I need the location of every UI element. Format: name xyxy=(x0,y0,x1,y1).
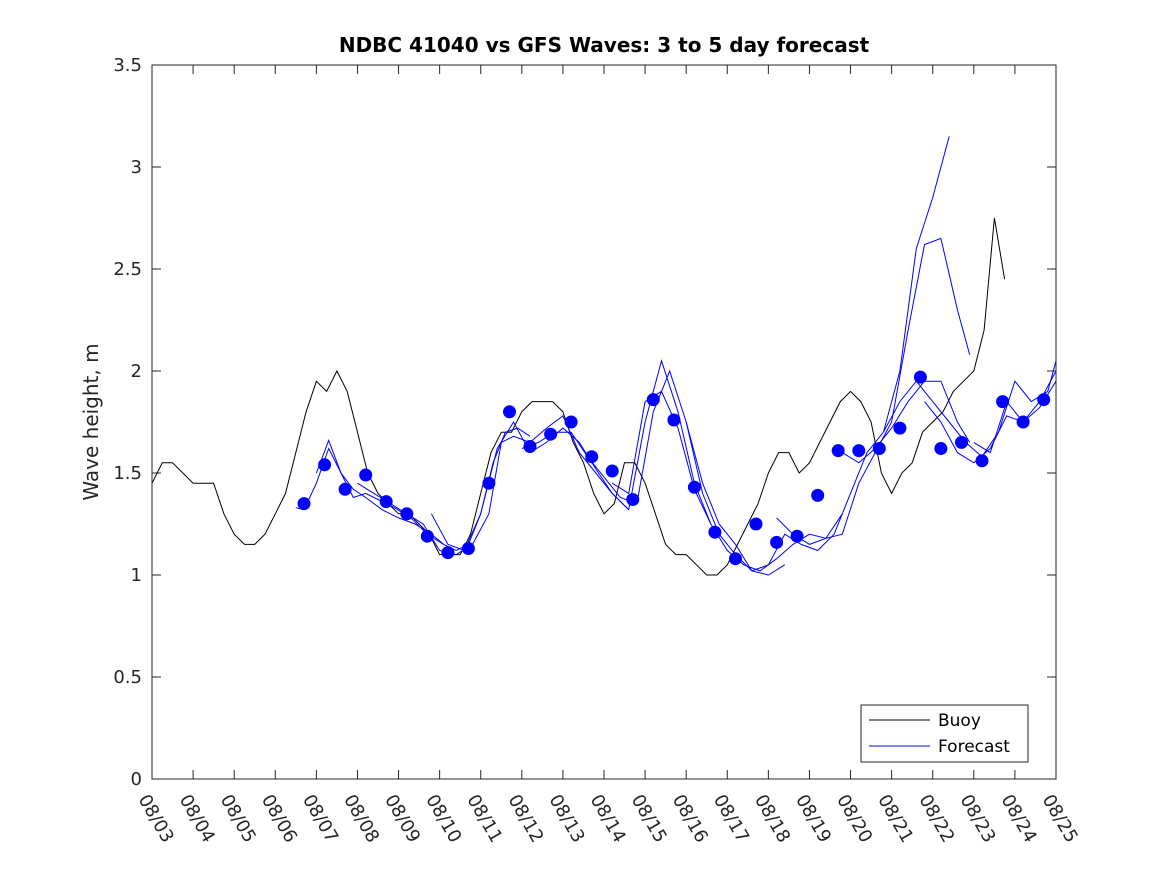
forecast-marker xyxy=(523,440,537,453)
legend-forecast-label: Forecast xyxy=(938,737,1010,757)
y-tick-label: 3.5 xyxy=(113,55,142,76)
buoy-line xyxy=(151,217,1006,576)
forecast-line xyxy=(295,447,445,545)
forecast-marker xyxy=(687,480,701,494)
forecast-marker xyxy=(379,495,393,509)
forecast-marker xyxy=(996,395,1010,409)
forecast-marker xyxy=(482,476,496,490)
forecast-marker xyxy=(872,442,886,455)
y-axis-label: Wave height, m xyxy=(79,343,103,500)
y-axis: 0 0.5 1 1.5 2 2.5 3 3.5 xyxy=(113,55,1056,790)
y-tick-label: 2.5 xyxy=(113,259,142,280)
forecast-marker xyxy=(667,413,681,427)
forecast-marker xyxy=(708,525,722,539)
buoy-series xyxy=(151,217,1006,576)
forecast-line xyxy=(924,380,1057,464)
forecast-line xyxy=(430,359,712,552)
forecast-marker xyxy=(934,442,948,455)
forecast-marker xyxy=(646,393,660,407)
forecast-marker xyxy=(605,464,619,478)
y-tick-label: 1.5 xyxy=(113,463,142,484)
forecast-marker xyxy=(913,370,927,384)
forecast-marker xyxy=(831,444,845,458)
forecast-marker xyxy=(729,552,742,566)
forecast-marker xyxy=(400,507,414,521)
chart-title: NDBC 41040 vs GFS Waves: 3 to 5 day fore… xyxy=(339,33,870,57)
forecast-line xyxy=(842,380,971,464)
plot-area xyxy=(152,65,1056,779)
forecast-marker xyxy=(811,488,825,502)
forecast-line xyxy=(685,136,950,572)
forecast-marker xyxy=(318,458,332,472)
forecast-marker xyxy=(544,427,558,441)
legend: Buoy Forecast xyxy=(860,704,1029,763)
forecast-line xyxy=(882,360,1057,458)
legend-buoy-label: Buoy xyxy=(938,711,981,731)
forecast-marker xyxy=(749,517,763,531)
forecast-marker xyxy=(1037,393,1051,407)
y-tick-label: 0 xyxy=(131,769,142,790)
forecast-marker xyxy=(955,435,968,449)
y-tick-label: 1 xyxy=(131,565,142,586)
forecast-marker xyxy=(420,529,434,543)
forecast-marker xyxy=(297,497,311,511)
forecast-marker xyxy=(770,535,784,549)
axes-box xyxy=(151,64,1057,780)
forecast-marker xyxy=(1016,415,1030,429)
legend-box xyxy=(860,704,1029,763)
forecast-marker xyxy=(359,468,373,482)
forecast-marker xyxy=(564,415,578,429)
forecast-marker xyxy=(338,482,352,496)
y-tick-label: 2 xyxy=(131,361,142,382)
forecast-marker xyxy=(790,529,804,543)
forecast-marker xyxy=(461,542,475,555)
forecast-marker xyxy=(893,421,907,435)
forecast-marker xyxy=(585,450,599,464)
forecast-marker xyxy=(503,405,516,419)
forecast-marker xyxy=(852,444,866,458)
forecast-marker xyxy=(441,546,455,560)
forecast-marker xyxy=(626,493,640,506)
y-tick-label: 0.5 xyxy=(113,667,142,688)
forecast-markers xyxy=(297,370,1051,566)
forecast-marker xyxy=(975,454,989,468)
y-tick-label: 3 xyxy=(131,157,142,178)
